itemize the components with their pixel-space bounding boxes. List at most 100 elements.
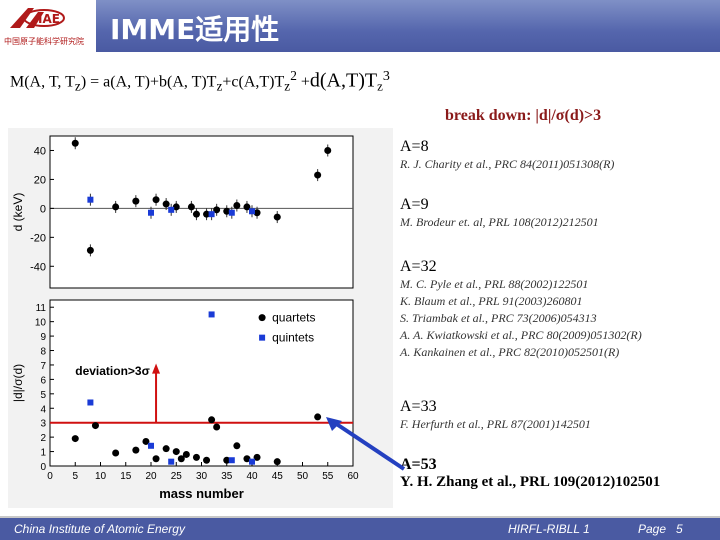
x-tick-label: 40 — [246, 471, 258, 482]
x-axis-label: mass number — [159, 486, 244, 501]
quartet-point — [243, 203, 251, 211]
reference-mass-label: A=53 — [400, 456, 437, 473]
reference-group: A=53 Y. H. Zhang et al., PRL 109(2012)102… — [400, 456, 660, 491]
y-tick-label: 9 — [40, 332, 46, 343]
x-tick-label: 50 — [297, 471, 309, 482]
quintet-point — [87, 399, 94, 406]
y-tick-label: 7 — [40, 361, 46, 372]
y-tick-label: 1 — [40, 448, 46, 459]
logo-text: 中国原子能科学研究院 — [4, 37, 84, 46]
quintet-point — [168, 206, 175, 213]
quartet-point — [253, 453, 261, 461]
formula-part: + — [296, 73, 310, 91]
reference-citation: M. C. Pyle et al., PRL 88(2002)122501 — [400, 277, 589, 291]
quartet-point — [71, 139, 79, 147]
x-tick-label: 10 — [95, 471, 107, 482]
y-tick-label: 8 — [40, 347, 46, 358]
legend-quintet-marker — [259, 334, 266, 341]
footer-divider — [0, 516, 720, 518]
y-tick-label: 4 — [40, 404, 46, 415]
y-tick-label: 0 — [40, 203, 46, 215]
title-bar — [0, 0, 720, 52]
reference-citation: F. Herfurth et al., PRL 87(2001)142501 — [400, 417, 591, 431]
formula-sub: z — [74, 78, 81, 94]
reference-citation: R. J. Charity et al., PRC 84(2011)051308… — [400, 157, 615, 171]
quintet-point — [208, 211, 215, 218]
quartet-point — [86, 246, 94, 254]
footer-project: HIRFL-RIBLL 1 — [508, 522, 590, 536]
x-tick-label: 35 — [221, 471, 233, 482]
reference-mass-label: A=8 — [400, 138, 429, 155]
quintet-point — [249, 458, 255, 465]
reference-citation: A. A. Kwiatkowski et al., PRC 80(2009)05… — [400, 328, 642, 342]
y-tick-label: -20 — [30, 232, 46, 244]
y-tick-label: 5 — [40, 390, 46, 401]
formula-part: ) = a(A, T)+b(A, T)T — [80, 73, 217, 91]
quintet-point — [208, 311, 215, 318]
formula-sup: 3 — [382, 69, 390, 84]
quintet-point — [148, 209, 154, 216]
quartet-point — [223, 456, 231, 464]
quartet-point — [162, 445, 170, 453]
quartet-point — [314, 413, 322, 421]
mass-formula: M(A, T, Tz) = a(A, T)+b(A, T)Tz+c(A,T)Tz… — [10, 68, 390, 95]
quartet-point — [172, 203, 180, 211]
quartet-point — [71, 435, 79, 443]
y-tick-label: 6 — [40, 375, 46, 386]
quintet-point — [87, 196, 94, 203]
reference-citation: M. Brodeur et. al, PRL 108(2012)212501 — [400, 215, 599, 229]
quartet-point — [192, 210, 200, 218]
svg-text:IAE: IAE — [38, 12, 60, 26]
quartet-point — [112, 449, 120, 457]
bottom-plot-frame — [49, 299, 354, 467]
formula-sub: z — [216, 78, 223, 94]
reference-group: A=32 M. C. Pyle et al., PRL 88(2002)12250… — [400, 258, 642, 361]
quintet-point — [168, 458, 175, 465]
x-tick-label: 60 — [347, 471, 359, 482]
quartet-point — [142, 437, 150, 445]
quartet-point — [243, 455, 251, 463]
reference-mass-label: A=9 — [400, 196, 429, 213]
quartet-point — [182, 450, 190, 458]
pointer-arrow-icon — [326, 417, 406, 471]
quartet-point — [91, 422, 99, 430]
quartet-point — [253, 209, 261, 217]
quartet-point — [208, 416, 216, 424]
quintet-point — [148, 442, 154, 449]
formula-part: +c(A,T)T — [222, 73, 285, 91]
breakdown-criterion: break down: |d|/σ(d)>3 — [445, 107, 602, 124]
legend-quartets: quartets — [272, 311, 315, 325]
quintet-point — [249, 208, 255, 215]
footer-bar — [0, 518, 720, 540]
reference-citation: K. Blaum et al., PRL 91(2003)260801 — [400, 294, 583, 308]
reference-citation: S. Triambak et al., PRC 73(2006)054313 — [400, 311, 597, 325]
y-tick-label: 10 — [35, 318, 47, 329]
x-tick-label: 25 — [171, 471, 183, 482]
x-tick-label: 0 — [47, 471, 53, 482]
quartet-point — [172, 448, 180, 456]
quartet-point — [162, 200, 170, 208]
reference-citation: A. Kankainen et al., PRC 82(2010)052501(… — [400, 345, 620, 359]
reference-group: A=9 M. Brodeur et. al, PRL 108(2012)21250… — [400, 196, 599, 231]
quartet-point — [273, 458, 281, 466]
formula-sup: 2 — [290, 68, 297, 83]
y-tick-label: 0 — [40, 462, 46, 473]
page-label: Page — [638, 522, 667, 536]
reference-mass-label: A=32 — [400, 258, 437, 275]
top-plot-frame — [49, 135, 354, 289]
formula-sub: z — [377, 78, 383, 94]
institute-logo-icon: IAE — [10, 8, 65, 28]
threshold-arrowhead — [152, 363, 161, 374]
quartet-point — [203, 456, 211, 464]
reference-group: A=8 R. J. Charity et al., PRC 84(2011)051… — [400, 138, 614, 173]
deviation-annotation: deviation>3σ — [75, 364, 150, 378]
footer-page: Page 5 — [638, 522, 683, 536]
reference-mass-label: A=33 — [400, 398, 437, 415]
reference-group: A=33 F. Herfurth et al., PRL 87(2001)1425… — [400, 398, 591, 433]
x-tick-label: 15 — [120, 471, 132, 482]
formula-d-term: d(A,T)T — [309, 69, 378, 92]
quartet-point — [192, 453, 200, 461]
quartet-point — [152, 196, 160, 204]
y-axis-label: d (keV) — [11, 193, 25, 232]
